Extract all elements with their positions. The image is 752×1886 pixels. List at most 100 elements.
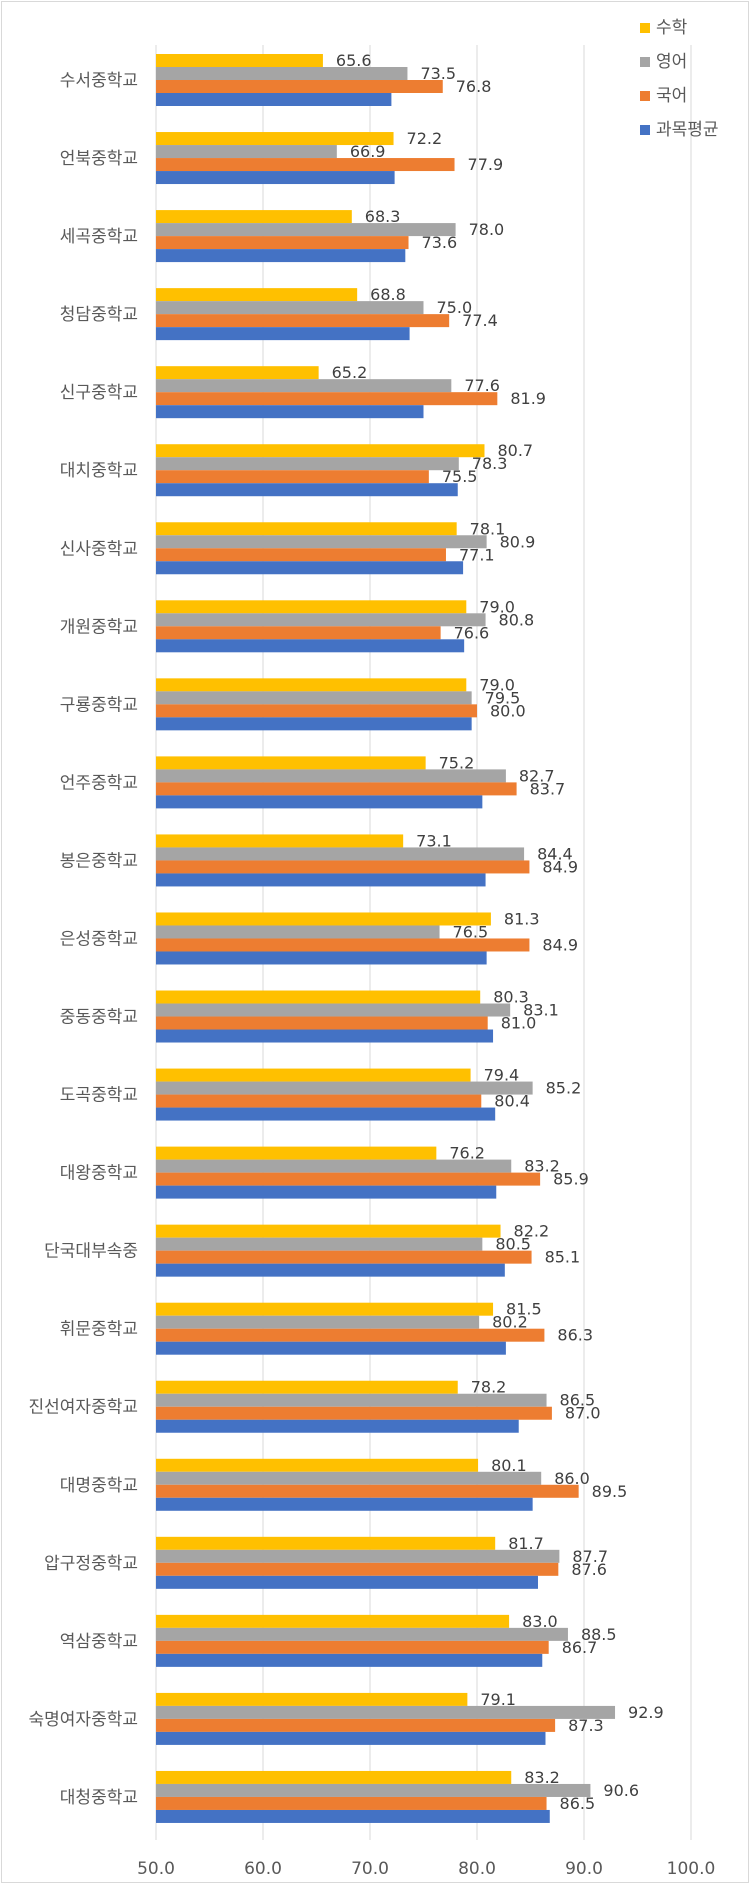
bar-수학 — [156, 912, 491, 926]
bar-수학 — [156, 1380, 458, 1394]
x-tick-label: 100.0 — [667, 1859, 716, 1879]
bar-국어 — [156, 470, 429, 484]
legend-label: 영어 — [656, 52, 687, 72]
bar-영어 — [156, 535, 487, 549]
category-label: 압구정중학교 — [44, 1554, 138, 1574]
bar-국어 — [156, 704, 477, 718]
bar-과목평균 — [156, 1809, 550, 1823]
legend-swatch — [640, 57, 650, 67]
bar-과목평균 — [156, 1419, 519, 1433]
category-label: 대청중학교 — [60, 1788, 138, 1808]
bar-국어 — [156, 1016, 488, 1030]
bar-국어 — [156, 1172, 541, 1186]
data-label: 82.7 — [519, 766, 555, 785]
bar-수학 — [156, 1458, 479, 1472]
data-label: 79.0 — [479, 597, 515, 616]
data-label: 66.9 — [350, 142, 386, 161]
legend-label: 과목평균 — [656, 120, 719, 140]
category-label: 봉은중학교 — [60, 851, 138, 871]
legend-swatch — [640, 125, 650, 135]
bar-영어 — [156, 1159, 512, 1173]
bar-과목평균 — [156, 1107, 496, 1121]
category-label: 대왕중학교 — [60, 1164, 138, 1184]
bar-영어 — [156, 1003, 511, 1017]
data-label: 85.9 — [553, 1170, 589, 1189]
data-label: 87.3 — [568, 1716, 604, 1735]
bar-수학 — [156, 678, 467, 692]
data-label: 90.6 — [603, 1781, 639, 1800]
bar-국어 — [156, 1796, 547, 1810]
data-label: 65.6 — [336, 51, 372, 70]
bar-국어 — [156, 626, 441, 640]
bar-과목평균 — [156, 717, 472, 731]
bar-영어 — [156, 457, 459, 471]
data-label: 80.5 — [495, 1235, 531, 1254]
data-label: 81.9 — [510, 389, 546, 408]
bar-영어 — [156, 1315, 480, 1329]
bar-영어 — [156, 691, 472, 705]
bar-국어 — [156, 1250, 532, 1264]
data-label: 86.0 — [554, 1469, 590, 1488]
bar-국어 — [156, 782, 517, 796]
bar-수학 — [156, 600, 467, 614]
data-label: 79.1 — [480, 1690, 516, 1709]
bar-국어 — [156, 1406, 552, 1420]
bar-영어 — [156, 145, 337, 159]
bar-국어 — [156, 236, 409, 250]
data-label: 76.2 — [449, 1144, 485, 1163]
bar-국어 — [156, 1640, 549, 1654]
data-label: 72.2 — [407, 129, 443, 148]
data-label: 75.0 — [437, 298, 473, 317]
bar-과목평균 — [156, 795, 483, 809]
bar-영어 — [156, 301, 424, 315]
data-label: 81.5 — [506, 1300, 542, 1319]
bar-국어 — [156, 860, 530, 874]
bar-수학 — [156, 288, 358, 302]
data-label: 80.3 — [493, 988, 529, 1007]
category-label: 단국대부속중 — [44, 1242, 138, 1262]
bar-영어 — [156, 769, 506, 783]
category-label: 청담중학교 — [60, 305, 138, 325]
category-label: 도곡중학교 — [60, 1086, 138, 1106]
data-label: 80.0 — [490, 701, 526, 720]
category-label: 구룡중학교 — [60, 695, 138, 715]
bar-국어 — [156, 548, 446, 562]
bar-국어 — [156, 80, 443, 93]
bar-영어 — [156, 613, 486, 627]
data-label: 92.9 — [628, 1703, 664, 1722]
data-label: 80.8 — [499, 610, 535, 629]
bar-수학 — [156, 1614, 510, 1628]
category-label: 역삼중학교 — [60, 1632, 138, 1652]
data-label: 80.2 — [492, 1313, 528, 1332]
bar-영어 — [156, 1783, 591, 1797]
data-label: 81.7 — [508, 1534, 544, 1553]
category-label: 대명중학교 — [60, 1476, 138, 1496]
bar-수학 — [156, 132, 394, 146]
data-label: 81.3 — [504, 909, 540, 928]
data-label: 79.5 — [485, 688, 521, 707]
data-label: 87.6 — [571, 1560, 607, 1579]
bar-국어 — [156, 1718, 556, 1732]
bar-영어 — [156, 1627, 568, 1641]
data-label: 78.3 — [472, 454, 508, 473]
category-label: 중동중학교 — [60, 1008, 138, 1028]
bar-과목평균 — [156, 1263, 505, 1277]
bar-국어 — [156, 1562, 559, 1576]
bar-수학 — [156, 366, 319, 380]
data-label: 77.4 — [462, 311, 498, 330]
bar-수학 — [156, 1068, 471, 1082]
data-label: 76.6 — [454, 623, 490, 642]
data-label: 82.2 — [514, 1222, 550, 1241]
category-label: 개원중학교 — [60, 617, 138, 637]
bars-layer — [156, 54, 616, 1823]
bar-수학 — [156, 1302, 494, 1316]
data-label: 89.5 — [592, 1482, 628, 1501]
bar-영어 — [156, 379, 452, 393]
data-label: 81.0 — [501, 1014, 537, 1033]
data-label: 65.2 — [332, 363, 368, 382]
bar-과목평균 — [156, 327, 410, 341]
bar-국어 — [156, 1328, 545, 1342]
bar-수학 — [156, 210, 352, 224]
bar-과목평균 — [156, 483, 458, 497]
